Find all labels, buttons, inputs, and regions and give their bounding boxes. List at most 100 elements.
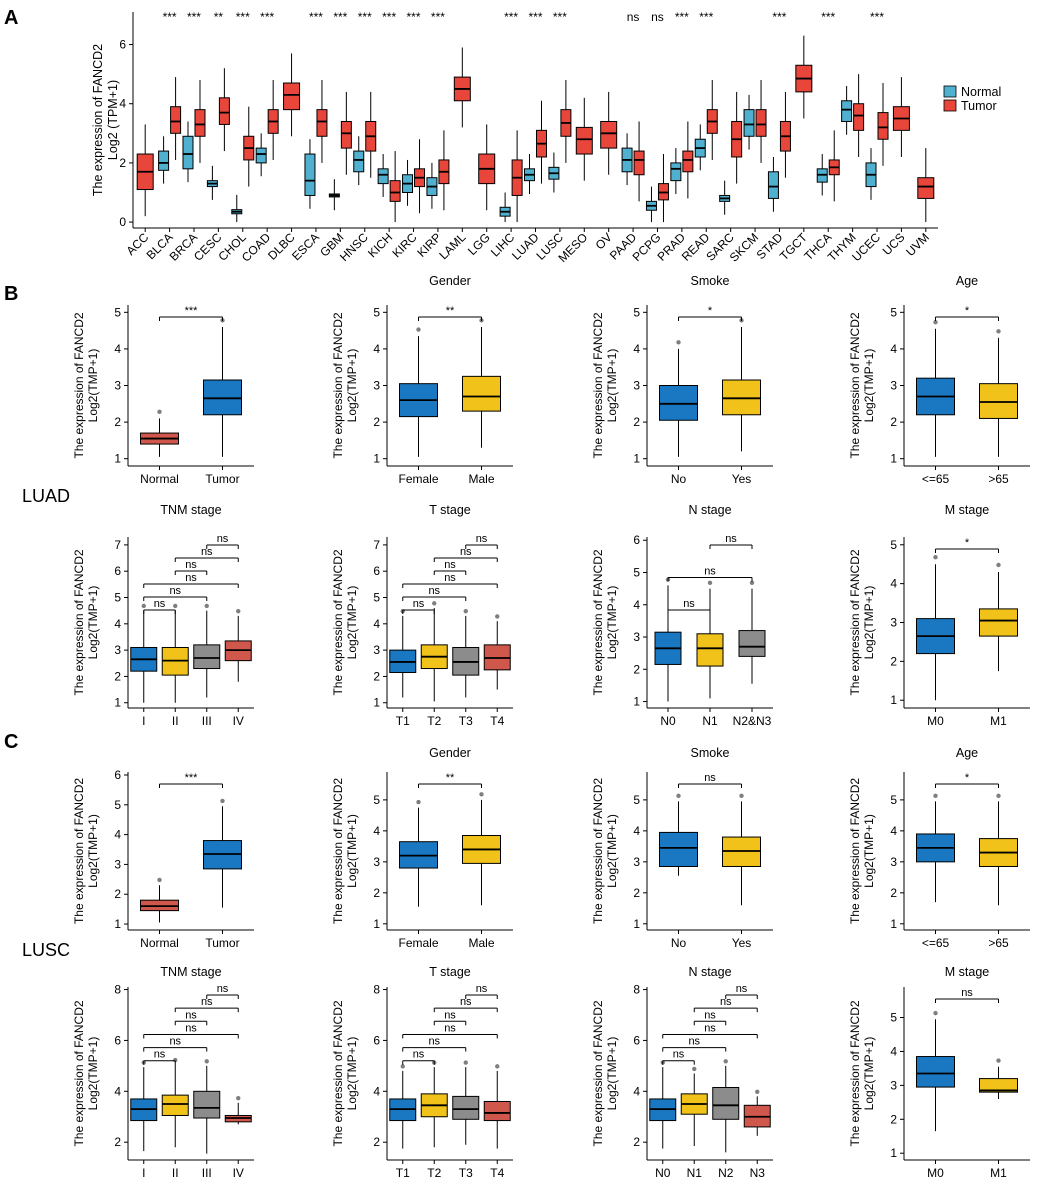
chart-a-HNSC-normal-box [353, 150, 365, 173]
x-tick-label: Male [468, 472, 494, 486]
chart-b7-group-2-box [738, 630, 766, 657]
significance-label: ** [446, 305, 455, 317]
y-axis-label-line: Log2(TMP+1) [86, 586, 100, 660]
y-axis-label-line: Log2(TMP+1) [345, 586, 359, 660]
y-axis-label-line: The expression of FANCD2 [591, 1000, 605, 1146]
y-tick-label: 5 [114, 591, 121, 605]
chart-b1-group-1-box [203, 379, 242, 416]
chart-a-UVM-tumor-box [917, 177, 935, 199]
chart-c6-y-axis-label: The expression of FANCD2Log2(TMP+1) [331, 1000, 359, 1146]
chart-b8-title: M stage [945, 503, 990, 517]
y-tick-label: 4 [373, 342, 380, 356]
outlier-point [933, 555, 938, 560]
outlier-point [723, 1059, 728, 1064]
chart-c6-group-2-box [452, 1095, 480, 1120]
y-axis-label-line: Log2(TMP+1) [345, 349, 359, 423]
y-tick-label: 6 [633, 1033, 640, 1047]
chart-a-significance-label: ns [627, 10, 640, 24]
y-tick-label: 5 [373, 793, 380, 807]
chart-b4-y-axis-label: The expression of FANCD2Log2(TMP+1) [848, 312, 876, 458]
x-tick-label: Female [398, 472, 438, 486]
outlier-point [463, 608, 468, 614]
x-tick-label: III [202, 1166, 212, 1180]
chart-a-y-tick-label: 6 [119, 38, 126, 52]
significance-label: ns [169, 1036, 181, 1048]
y-axis-label-line: Log2(TMP+1) [605, 814, 619, 888]
y-tick-label: 2 [890, 654, 897, 668]
chart-c6-group-3-box [483, 1100, 511, 1122]
outlier-point [220, 798, 225, 804]
y-tick-label: 2 [890, 1112, 897, 1126]
significance-label: ns [444, 559, 456, 571]
y-tick-label: 3 [633, 855, 640, 869]
chart-c3: 1 2 3 4 5 The expression of FANCD2Log2(TMP+1)… [591, 746, 773, 950]
chart-b5: 1 2 3 4 5 6 7 The expression of FANCD2Log2(TMP+… [72, 503, 254, 728]
y-axis-label-line: The expression of FANCD2 [591, 778, 605, 924]
y-tick-label: 5 [633, 793, 640, 807]
chart-c3-title: Smoke [691, 746, 730, 760]
outlier-point [933, 793, 938, 799]
chart-a-SKCM-normal-box [743, 109, 755, 137]
y-tick-label: 2 [373, 1135, 380, 1149]
y-tick-label: 3 [114, 379, 121, 393]
x-tick-label: N1 [702, 714, 718, 728]
chart-a-significance-label: *** [333, 10, 347, 24]
chart-a-GBM-tumor-box [340, 120, 352, 149]
chart-b6: 1 2 3 4 5 6 7 The expression of FANCD2Log2(TMP+… [331, 503, 513, 728]
chart-a-significance-label: *** [675, 10, 689, 24]
chart-a-significance-label: *** [504, 10, 518, 24]
y-tick-label: 4 [633, 1084, 640, 1098]
y-tick-label: 2 [114, 887, 121, 901]
x-tick-label: III [202, 714, 212, 728]
outlier-point [739, 793, 744, 799]
chart-a-significance-label: ns [651, 10, 664, 24]
y-tick-label: 2 [633, 415, 640, 429]
outlier-point [157, 409, 162, 415]
significance-label: ns [476, 983, 488, 995]
y-tick-label: 4 [114, 1084, 121, 1098]
significance-label: ns [428, 585, 440, 597]
x-tick-label: Normal [140, 472, 179, 486]
legend-label-normal: Normal [961, 85, 1001, 99]
significance-label: *** [185, 305, 199, 317]
y-tick-label: 5 [890, 793, 897, 807]
y-tick-label: 2 [373, 415, 380, 429]
chart-b4: 1 2 3 4 5 The expression of FANCD2Log2(TMP+1)… [848, 274, 1030, 486]
significance-label: ** [446, 772, 455, 784]
y-tick-label: 4 [114, 828, 121, 842]
chart-b8-y-axis-label: The expression of FANCD2Log2(TMP+1) [848, 549, 876, 695]
chart-a-KICH-normal-box [377, 168, 389, 185]
chart-b4-title: Age [956, 274, 978, 288]
significance-label: ns [185, 559, 197, 571]
y-tick-label: 2 [890, 415, 897, 429]
y-tick-label: 3 [890, 379, 897, 393]
y-tick-label: 5 [114, 798, 121, 812]
chart-a-significance-label: *** [870, 10, 884, 24]
significance-label: ns [444, 1022, 456, 1034]
chart-a-y-tick-label: 2 [119, 156, 126, 170]
y-tick-label: 3 [890, 1078, 897, 1092]
significance-label: ns [673, 1049, 685, 1061]
chart-b3: 1 2 3 4 5 The expression of FANCD2Log2(TMP+1)… [591, 274, 773, 486]
chart-b2-y-axis-label: The expression of FANCD2Log2(TMP+1) [331, 312, 359, 458]
y-tick-label: 8 [114, 983, 121, 997]
significance-label: ns [476, 533, 488, 545]
outlier-point [173, 603, 178, 609]
x-tick-label: N0 [660, 714, 676, 728]
chart-b3-group-0-box [659, 385, 698, 421]
x-tick-label: <=65 [922, 936, 950, 950]
x-tick-label: II [172, 714, 179, 728]
y-tick-label: 3 [373, 643, 380, 657]
significance-label: ns [185, 1022, 197, 1034]
y-tick-label: 3 [890, 616, 897, 630]
chart-c5-group-2-box [193, 1090, 221, 1119]
chart-a-ESCA-tumor-box [316, 109, 328, 137]
y-tick-label: 4 [890, 1044, 897, 1058]
outlier-point [707, 580, 713, 586]
chart-b5-y-axis-label: The expression of FANCD2Log2(TMP+1) [72, 549, 100, 695]
outlier-point [400, 1064, 405, 1069]
y-tick-label: 2 [633, 1135, 640, 1149]
significance-label: ns [154, 1049, 166, 1061]
y-axis-label-line: Log2(TMP+1) [86, 814, 100, 888]
y-axis-label-line: The expression of FANCD2 [72, 1000, 86, 1146]
